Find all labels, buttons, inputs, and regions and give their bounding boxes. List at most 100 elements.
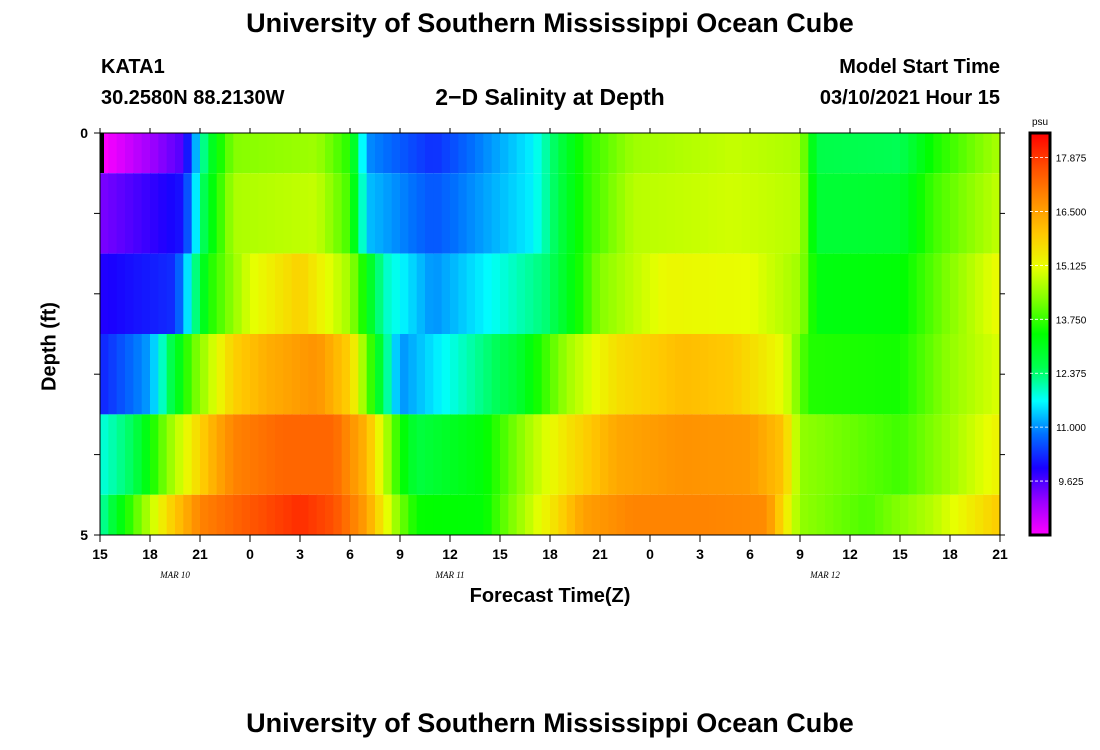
heatmap-cell xyxy=(508,133,518,174)
heatmap-cell xyxy=(666,494,676,535)
heatmap-cell xyxy=(333,334,343,415)
heatmap-cell xyxy=(150,173,159,254)
heatmap-cell xyxy=(966,253,976,334)
heatmap-cell xyxy=(891,253,901,334)
heatmap-cell xyxy=(908,414,918,495)
heatmap-cell xyxy=(900,173,909,254)
heatmap-cell xyxy=(383,173,393,254)
footer-title: University of Southern Mississippi Ocean… xyxy=(246,708,854,738)
heatmap-cell xyxy=(483,494,493,535)
heatmap-cell xyxy=(858,253,868,334)
heatmap-cell xyxy=(350,173,359,254)
heatmap-cell xyxy=(541,173,551,254)
heatmap-cell xyxy=(225,133,234,174)
heatmap-cell xyxy=(900,414,909,495)
heatmap-cell xyxy=(583,253,593,334)
heatmap-cell xyxy=(575,334,584,415)
colorbar-tick-label: 9.625 xyxy=(1058,477,1083,488)
heatmap-cell xyxy=(725,173,734,254)
heatmap-cell xyxy=(933,253,943,334)
heatmap-cell xyxy=(666,253,676,334)
heatmap-cell xyxy=(858,494,868,535)
depth-band xyxy=(100,414,1001,495)
x-tick-label: 3 xyxy=(696,546,704,562)
heatmap-cell xyxy=(733,133,743,174)
heatmap-cell xyxy=(666,414,676,495)
heatmap-cell xyxy=(608,334,618,415)
heatmap-cell xyxy=(708,253,718,334)
heatmap-cell xyxy=(350,334,359,415)
heatmap-cell xyxy=(733,253,743,334)
heatmap-cell xyxy=(775,133,784,174)
heatmap-cell xyxy=(425,414,434,495)
heatmap-cell xyxy=(358,133,368,174)
model-start-label: Model Start Time xyxy=(839,56,1000,78)
heatmap-cell xyxy=(450,133,459,174)
heatmap-cell xyxy=(875,334,884,415)
heatmap-cell xyxy=(366,414,376,495)
heatmap-cell xyxy=(633,414,643,495)
heatmap-cell xyxy=(541,253,551,334)
heatmap-cell xyxy=(708,334,718,415)
heatmap-cell xyxy=(250,334,259,415)
heatmap-cell xyxy=(816,173,826,254)
heatmap-cell xyxy=(591,334,601,415)
heatmap-cell xyxy=(866,414,876,495)
heatmap-cell xyxy=(983,334,993,415)
heatmap-cell xyxy=(433,334,443,415)
heatmap-cell xyxy=(141,334,151,415)
heatmap-cell xyxy=(191,133,201,174)
heatmap-cell xyxy=(891,334,901,415)
heatmap-cell xyxy=(616,133,626,174)
heatmap-cell xyxy=(275,253,284,334)
heatmap-cell xyxy=(675,253,684,334)
heatmap-cell xyxy=(466,253,476,334)
heatmap-cell xyxy=(933,414,943,495)
heatmap-cell xyxy=(833,414,843,495)
heatmap-cell xyxy=(800,173,809,254)
heatmap-cell xyxy=(741,253,751,334)
heatmap-cell xyxy=(583,133,593,174)
heatmap-cell xyxy=(466,173,476,254)
heatmap-cell xyxy=(641,334,651,415)
heatmap-cell xyxy=(533,414,543,495)
heatmap-cell xyxy=(216,133,226,174)
x-tick-label: 9 xyxy=(796,546,804,562)
heatmap-cell xyxy=(691,414,701,495)
colorbar-unit: psu xyxy=(1032,117,1048,128)
heatmap-cell xyxy=(341,173,351,254)
heatmap-cell xyxy=(333,414,343,495)
colorbar-tick-label: 17.875 xyxy=(1056,154,1087,165)
heatmap-cell xyxy=(658,494,668,535)
heatmap-cell xyxy=(475,414,484,495)
heatmap-cell xyxy=(808,494,818,535)
heatmap-cell xyxy=(150,334,159,415)
heatmap-cell xyxy=(475,494,484,535)
heatmap-cell xyxy=(516,253,526,334)
heatmap-cell xyxy=(916,173,926,254)
heatmap-cell xyxy=(625,253,634,334)
heatmap-cell xyxy=(333,173,343,254)
heatmap-cell xyxy=(225,414,234,495)
heatmap-cell xyxy=(475,173,484,254)
heatmap-cell xyxy=(216,494,226,535)
heatmap-cell xyxy=(758,334,768,415)
heatmap-cell xyxy=(808,173,818,254)
heatmap-cell xyxy=(466,494,476,535)
heatmap-cell xyxy=(925,173,934,254)
heatmap-cell xyxy=(866,253,876,334)
heatmap-cell xyxy=(141,253,151,334)
heatmap-cell xyxy=(416,414,426,495)
heatmap-cell xyxy=(450,253,459,334)
heatmap-cell xyxy=(841,253,851,334)
heatmap-cell xyxy=(483,253,493,334)
heatmap-cell xyxy=(100,334,109,415)
heatmap-cell xyxy=(158,253,168,334)
heatmap-cell xyxy=(766,334,776,415)
heatmap-cell xyxy=(358,173,368,254)
heatmap-cell xyxy=(475,133,484,174)
heatmap-cell xyxy=(316,133,326,174)
heatmap-cell xyxy=(550,334,559,415)
heatmap-cell xyxy=(533,133,543,174)
heatmap-cell xyxy=(933,334,943,415)
